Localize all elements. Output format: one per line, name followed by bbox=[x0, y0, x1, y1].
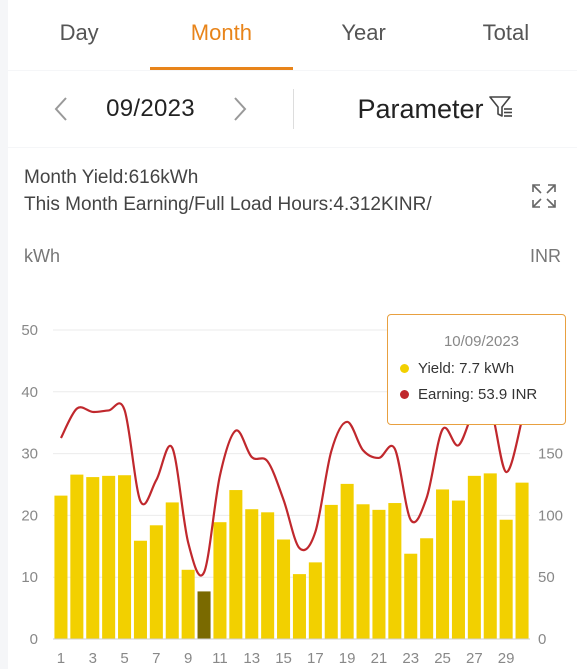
summary: Month Yield:616kWh This Month Earning/Fu… bbox=[24, 164, 432, 218]
y-left-tick-label: 50 bbox=[21, 322, 38, 339]
tooltip-yield-row: Yield: 7.7 kWh bbox=[400, 360, 555, 377]
earning-legend-dot bbox=[400, 390, 409, 399]
yield-bar bbox=[483, 473, 497, 639]
x-tick-label: 3 bbox=[89, 650, 97, 667]
yield-bar bbox=[308, 562, 322, 639]
yield-bar bbox=[165, 502, 179, 639]
month-earning: This Month Earning/Full Load Hours:4.312… bbox=[24, 194, 432, 215]
x-tick-label: 21 bbox=[371, 650, 388, 667]
x-tick-label: 15 bbox=[275, 650, 292, 667]
x-tick-label: 7 bbox=[152, 650, 160, 667]
month-yield: Month Yield:616kWh bbox=[24, 167, 199, 188]
yield-bar bbox=[292, 574, 306, 639]
y-left-tick-label: 10 bbox=[21, 569, 38, 586]
yield-bar bbox=[261, 512, 275, 639]
yield-bar bbox=[420, 538, 434, 639]
yield-bar bbox=[197, 591, 211, 639]
x-tick-label: 29 bbox=[498, 650, 515, 667]
yield-bar bbox=[213, 522, 227, 639]
earning-line bbox=[59, 401, 524, 577]
yield-bar bbox=[515, 482, 529, 639]
chevron-left-icon[interactable] bbox=[46, 94, 76, 124]
x-tick-label: 23 bbox=[402, 650, 419, 667]
yield-bar bbox=[245, 509, 259, 639]
tooltip-earning-row: Earning: 53.9 INR bbox=[400, 386, 555, 403]
yield-bar bbox=[467, 475, 481, 639]
x-tick-label: 5 bbox=[120, 650, 128, 667]
y-left-tick-label: 40 bbox=[21, 384, 38, 401]
right-axis-unit: INR bbox=[530, 246, 561, 266]
tooltip-date: 10/09/2023 bbox=[443, 333, 520, 350]
yield-bar bbox=[70, 474, 84, 639]
yield-legend-dot bbox=[400, 364, 409, 373]
yield-earning-chart[interactable]: 0102030405005010015025013579111315171921… bbox=[8, 148, 577, 669]
yield-bar bbox=[149, 525, 163, 639]
x-tick-label: 9 bbox=[184, 650, 192, 667]
tab-total[interactable]: Total bbox=[482, 20, 530, 45]
yield-bar bbox=[102, 475, 116, 639]
period-tabs: Day Month Year Total bbox=[8, 0, 577, 70]
yield-bar bbox=[54, 495, 68, 639]
yield-bar bbox=[451, 500, 465, 639]
expand-icon[interactable] bbox=[529, 181, 559, 211]
yield-bar bbox=[229, 490, 243, 639]
x-tick-label: 13 bbox=[243, 650, 260, 667]
yield-bar bbox=[340, 483, 354, 639]
y-right-tick-label: 50 bbox=[538, 569, 555, 586]
selected-month[interactable]: 09/2023 bbox=[106, 95, 195, 122]
date-toolbar: 09/2023 Parameter bbox=[8, 71, 577, 147]
date-navigator: 09/2023 bbox=[8, 94, 293, 124]
y-right-tick-label: 100 bbox=[538, 507, 563, 524]
x-tick-label: 17 bbox=[307, 650, 324, 667]
parameter-label: Parameter bbox=[357, 93, 484, 124]
tab-day[interactable]: Day bbox=[59, 20, 99, 45]
x-tick-label: 19 bbox=[339, 650, 356, 667]
yield-bar bbox=[436, 489, 450, 639]
y-right-tick-label: 150 bbox=[538, 446, 563, 463]
tab-year[interactable]: Year bbox=[341, 20, 386, 45]
yield-bar bbox=[133, 540, 147, 639]
chevron-right-icon[interactable] bbox=[225, 94, 255, 124]
yield-bar bbox=[181, 569, 195, 639]
y-left-tick-label: 20 bbox=[21, 507, 38, 524]
filter-icon bbox=[488, 94, 514, 125]
left-axis-unit: kWh bbox=[24, 246, 60, 266]
yield-bar bbox=[388, 503, 402, 639]
yield-bar bbox=[499, 519, 513, 639]
x-tick-label: 27 bbox=[466, 650, 483, 667]
parameter-button[interactable]: Parameter bbox=[294, 94, 577, 125]
x-tick-label: 25 bbox=[434, 650, 451, 667]
tooltip-earning: Earning: 53.9 INR bbox=[418, 386, 538, 403]
divider bbox=[293, 89, 294, 129]
chart-panel: Month Yield:616kWh This Month Earning/Fu… bbox=[8, 148, 577, 669]
yield-bar bbox=[356, 504, 370, 639]
y-right-tick-label: 0 bbox=[538, 631, 546, 648]
chart-tooltip: 10/09/2023 Yield: 7.7 kWh Earning: 53.9 … bbox=[387, 314, 566, 425]
y-left-tick-label: 30 bbox=[21, 446, 38, 463]
x-tick-label: 11 bbox=[212, 650, 228, 667]
yield-bar bbox=[118, 475, 132, 639]
yield-bar bbox=[277, 539, 291, 639]
yield-bar bbox=[404, 553, 418, 639]
yield-bar bbox=[324, 504, 338, 639]
x-tick-label: 1 bbox=[57, 650, 65, 667]
yield-bar bbox=[372, 509, 386, 639]
yield-bar bbox=[86, 477, 100, 639]
tab-month[interactable]: Month bbox=[150, 0, 293, 70]
tooltip-yield: Yield: 7.7 kWh bbox=[418, 360, 515, 377]
y-left-tick-label: 0 bbox=[30, 631, 38, 648]
